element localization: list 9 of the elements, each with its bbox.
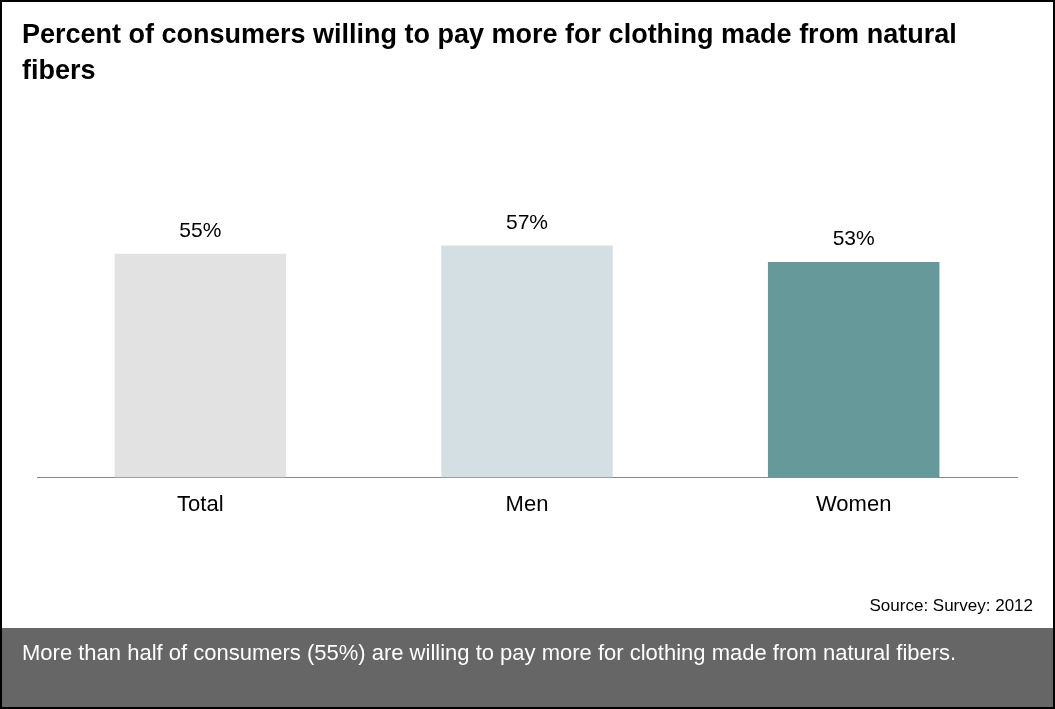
x-tick-label: Men: [505, 490, 549, 516]
source-note: Source: Survey: 2012: [869, 596, 1033, 616]
data-label: 53%: [832, 226, 875, 250]
chart-title: Percent of consumers willing to pay more for clothing made from natural fibers: [22, 18, 958, 87]
text: More than half of consumers (55%) are willing to pay more for clothing made from natural fibers.: [21, 639, 958, 667]
x-tick-label: Total: [177, 490, 224, 516]
data-label: 55%: [179, 218, 222, 242]
data-label: 57%: [505, 209, 549, 233]
x-tick-label: Women: [815, 490, 892, 516]
